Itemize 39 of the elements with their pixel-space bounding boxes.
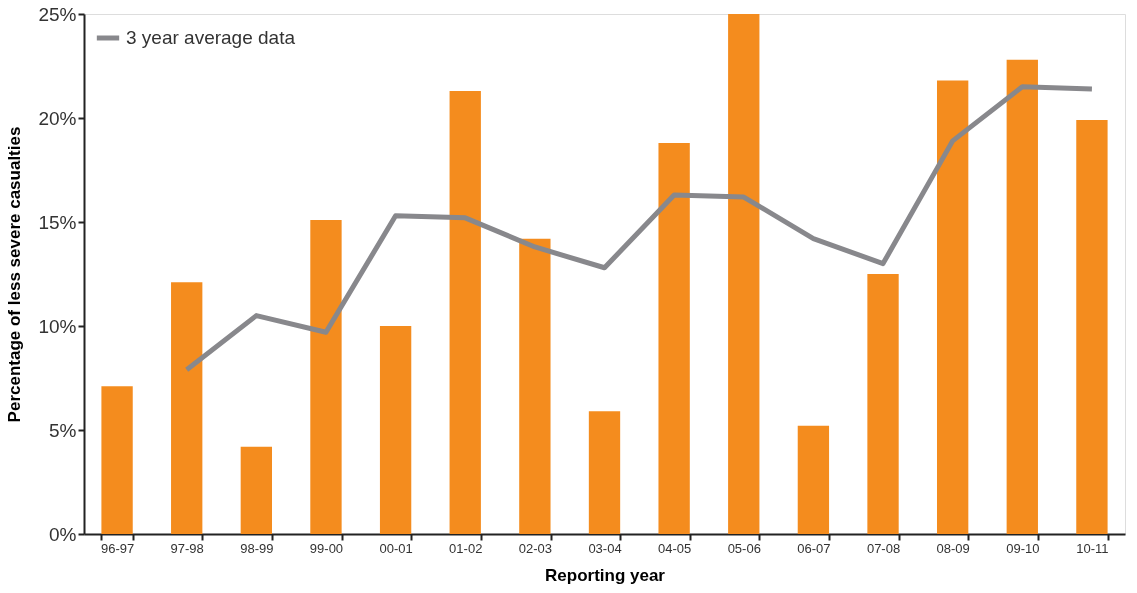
y-tick-label: 10% [38, 315, 77, 337]
bar [449, 90, 481, 534]
y-axis-title: Percentage of less severe casualties [5, 126, 25, 423]
x-tick-label: 05-06 [727, 540, 761, 556]
bar [936, 80, 969, 534]
x-tick-label: 98-99 [240, 540, 274, 556]
x-tick-label: 96-97 [100, 540, 135, 556]
bar [797, 425, 830, 534]
x-tick-label: 07-08 [866, 540, 901, 556]
bar [1006, 59, 1038, 534]
x-tick-label: 04-05 [658, 540, 692, 556]
bar [379, 326, 412, 534]
x-tick-label: 00-01 [379, 540, 413, 556]
bar [171, 282, 203, 534]
y-tick-label: 20% [38, 107, 77, 129]
x-tick-label: 97-98 [170, 540, 204, 556]
x-tick-label: 10-11 [1076, 540, 1109, 556]
bar [310, 219, 342, 534]
bar [1076, 120, 1108, 534]
y-tick-label: 15% [38, 211, 77, 233]
x-axis-title: Reporting year [545, 565, 666, 585]
x-tick-label: 01-02 [449, 540, 483, 556]
y-tick-label: 25% [38, 3, 77, 25]
bar [240, 446, 273, 534]
bar [101, 386, 133, 534]
bar [519, 238, 551, 534]
x-tick-label: 09-10 [1006, 540, 1040, 556]
x-tick-label: 08-09 [936, 540, 970, 556]
legend-label: 3 year average data [126, 27, 296, 48]
bar [728, 14, 760, 534]
x-tick-label: 99-00 [309, 540, 344, 556]
x-tick-label: 03-04 [588, 540, 622, 556]
y-tick-label: 0% [49, 523, 77, 545]
bar [867, 274, 899, 534]
bar [658, 142, 690, 534]
x-tick-label: 06-07 [797, 540, 831, 556]
y-tick-label: 5% [49, 419, 77, 441]
bar [588, 411, 621, 534]
x-tick-label: 02-03 [518, 540, 552, 556]
